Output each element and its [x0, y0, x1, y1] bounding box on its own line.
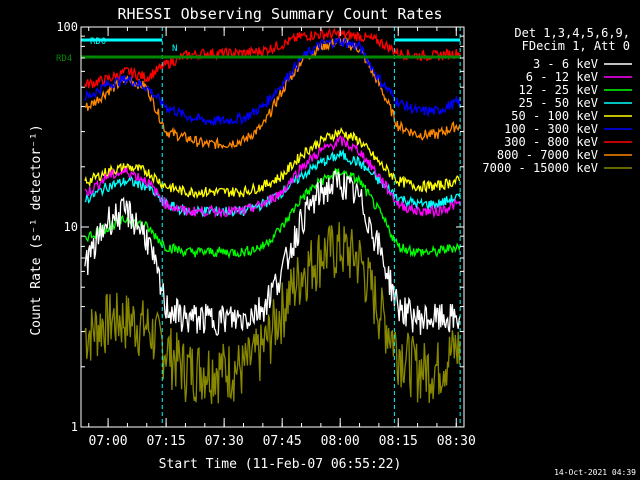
legend-label-5: 100 - 300 keV — [504, 122, 598, 136]
y-tick-label: 10 — [64, 220, 78, 234]
flag-rd4-label: RD4 — [56, 54, 72, 64]
series-line-8 — [84, 222, 461, 405]
series-line-4 — [84, 126, 461, 200]
legend-label-8: 7000 - 15000 keV — [482, 161, 598, 175]
series-line-1 — [84, 134, 461, 219]
series-line-6 — [84, 27, 461, 89]
generation-timestamp: 14-Oct-2021 04:39 — [554, 468, 636, 477]
x-tick-label: 07:30 — [205, 434, 244, 449]
legend-label-4: 50 - 100 keV — [511, 109, 598, 123]
axis-layer: 1 10 100 07:00 07:15 07:30 07:45 08:00 08:15 08:3… — [56, 20, 476, 449]
legend-label-2: 12 - 25 keV — [519, 83, 598, 97]
legend-label-6: 300 - 800 keV — [504, 135, 598, 149]
legend-label-7: 800 - 7000 keV — [497, 148, 598, 162]
flag-n-label: N — [172, 44, 177, 54]
y-tick-label: 1 — [71, 420, 78, 434]
legend-header-1: Det 1,3,4,5,6,9, — [514, 26, 630, 40]
legend-label-0: 3 - 6 keV — [533, 57, 598, 71]
x-tick-label: 08:30 — [437, 434, 476, 449]
y-axis-label: Count Rate (s⁻¹ detector⁻¹) — [29, 124, 44, 335]
x-axis-label: Start Time (11-Feb-07 06:55:22) — [159, 457, 402, 472]
flag-rd0-label: RD0 — [90, 37, 106, 47]
series-line-0 — [84, 170, 461, 336]
x-tick-label: 07:15 — [147, 434, 186, 449]
flag-layer: RD0 N RD4 — [56, 37, 461, 64]
legend-label-3: 25 - 50 keV — [519, 96, 598, 110]
chart-title: RHESSI Observing Summary Count Rates — [117, 5, 442, 23]
x-tick-label: 08:15 — [379, 434, 418, 449]
legend-label-1: 6 - 12 keV — [526, 70, 598, 84]
x-tick-label: 07:45 — [263, 434, 302, 449]
x-tick-label: 07:00 — [89, 434, 128, 449]
series-line-2 — [84, 167, 461, 260]
x-tick-label: 08:00 — [321, 434, 360, 449]
series-line-5 — [84, 37, 461, 127]
legend: Det 1,3,4,5,6,9, FDecim 1, Att 0 3 - 6 k… — [482, 26, 632, 175]
legend-header-2: FDecim 1, Att 0 — [522, 39, 630, 53]
y-tick-label: 100 — [56, 20, 78, 34]
